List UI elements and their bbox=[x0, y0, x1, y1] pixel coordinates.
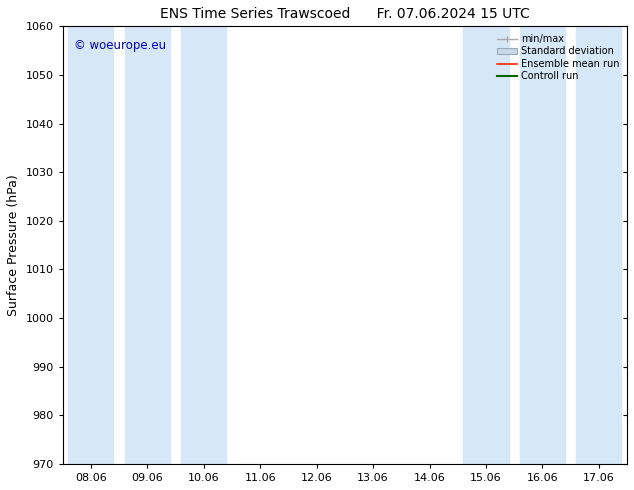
Bar bbox=[125, 26, 170, 464]
Text: © woeurope.eu: © woeurope.eu bbox=[74, 39, 166, 52]
Bar bbox=[463, 26, 508, 464]
Bar bbox=[181, 26, 226, 464]
Legend: min/max, Standard deviation, Ensemble mean run, Controll run: min/max, Standard deviation, Ensemble me… bbox=[495, 31, 622, 84]
Bar bbox=[520, 26, 565, 464]
Bar bbox=[68, 26, 113, 464]
Title: ENS Time Series Trawscoed      Fr. 07.06.2024 15 UTC: ENS Time Series Trawscoed Fr. 07.06.2024… bbox=[160, 7, 530, 21]
Bar bbox=[576, 26, 621, 464]
Y-axis label: Surface Pressure (hPa): Surface Pressure (hPa) bbox=[7, 174, 20, 316]
